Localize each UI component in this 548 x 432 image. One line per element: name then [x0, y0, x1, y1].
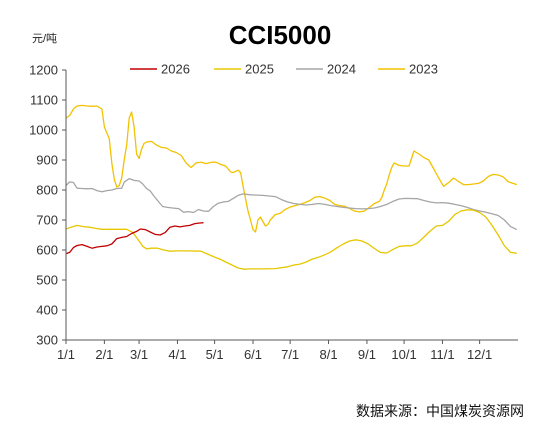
x-tick-label: 6/1: [244, 347, 262, 362]
x-tick-label: 1/1: [57, 347, 75, 362]
x-tick-label: 7/1: [281, 347, 299, 362]
x-tick-label: 2/1: [95, 347, 113, 362]
y-tick-label: 1000: [29, 123, 58, 138]
x-tick-label: 5/1: [206, 347, 224, 362]
y-tick-label: 700: [36, 213, 58, 228]
y-axis: 300 400 500 600 700 800 900 1000 1100 1200: [29, 63, 67, 348]
chart-title: CCI5000: [229, 20, 332, 50]
y-tick-label: 800: [36, 183, 58, 198]
legend: 2026 2025 2024 2023: [130, 62, 438, 77]
series-line-2026: [65, 222, 204, 255]
y-tick-label: 900: [36, 153, 58, 168]
y-tick-label: 300: [36, 333, 58, 348]
x-tick-label: 8/1: [319, 347, 337, 362]
x-tick-label: 12/1: [467, 347, 492, 362]
plot-area: [65, 104, 518, 270]
y-tick-label: 400: [36, 303, 58, 318]
legend-label-2025: 2025: [245, 62, 274, 77]
legend-label-2024: 2024: [327, 62, 356, 77]
legend-label-2023: 2023: [409, 62, 438, 77]
x-tick-label: 10/1: [391, 347, 416, 362]
x-tick-label: 11/1: [430, 347, 454, 362]
y-tick-label: 1100: [30, 93, 58, 108]
x-tick-label: 4/1: [168, 347, 186, 362]
y-tick-label: 1200: [29, 63, 58, 78]
x-tick-label: 9/1: [358, 347, 376, 362]
series-line-2025: [65, 209, 517, 270]
y-tick-label: 500: [36, 273, 58, 288]
y-axis-unit: 元/吨: [32, 32, 57, 45]
x-axis: 1/1 2/1 3/1 4/1 5/1 6/1 7/1 8/1 9/1 10/1 11/1 12/1: [57, 339, 518, 362]
y-tick-label: 600: [36, 243, 58, 258]
series-line-2023: [65, 104, 517, 233]
series-line-2024: [65, 177, 518, 231]
x-tick-label: 3/1: [130, 347, 148, 362]
legend-label-2026: 2026: [161, 62, 190, 77]
data-source: 数据来源：中国煤炭资源网: [356, 403, 524, 419]
